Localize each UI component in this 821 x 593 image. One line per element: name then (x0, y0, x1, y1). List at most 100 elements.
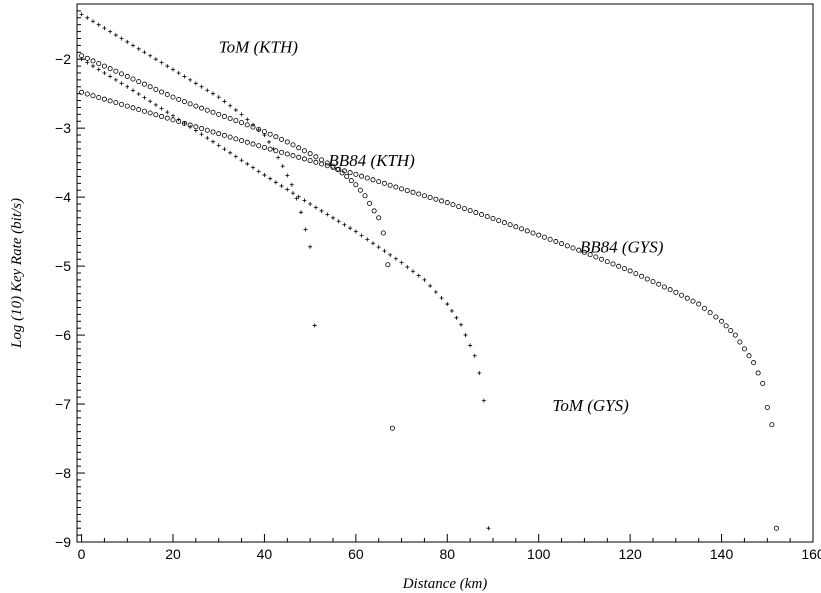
data-point (193, 103, 199, 109)
data-point (353, 171, 359, 177)
data-point (313, 159, 319, 165)
data-point (422, 277, 427, 282)
data-point (387, 182, 393, 188)
data-point (690, 298, 696, 304)
data-point (344, 173, 350, 179)
data-point (467, 208, 473, 214)
data-point (159, 106, 164, 111)
data-point (468, 343, 473, 348)
data-point (348, 178, 354, 184)
data-point (216, 143, 221, 148)
data-point (268, 176, 273, 181)
data-point (411, 269, 415, 274)
data-point (633, 271, 639, 277)
data-point (362, 193, 368, 199)
data-point (449, 308, 454, 313)
data-point (723, 323, 729, 329)
data-point (159, 89, 165, 95)
data-point (164, 115, 170, 121)
data-point (285, 187, 290, 192)
data-point (472, 353, 477, 358)
data-point (228, 103, 233, 108)
data-point (291, 191, 295, 196)
data-point (385, 262, 391, 268)
data-point (131, 43, 135, 48)
data-point (108, 29, 113, 34)
data-point (119, 101, 125, 107)
data-point (359, 233, 364, 238)
data-point (284, 139, 290, 145)
data-point (307, 158, 313, 164)
data-point (330, 163, 336, 169)
data-point (147, 110, 153, 116)
data-point (294, 196, 299, 201)
data-point (210, 129, 216, 135)
data-point (84, 55, 90, 61)
data-point (239, 158, 244, 163)
data-point (376, 215, 382, 221)
x-tick-label: 0 (78, 546, 86, 562)
data-point (85, 60, 90, 65)
data-point (91, 19, 95, 24)
data-point (261, 144, 267, 150)
data-point (296, 194, 301, 199)
data-point (364, 175, 370, 181)
data-point (107, 98, 113, 104)
data-point (393, 256, 398, 261)
data-point (279, 136, 285, 142)
data-point (336, 166, 342, 172)
data-point (136, 92, 141, 97)
data-point (130, 76, 136, 82)
data-point (124, 103, 130, 109)
data-point (171, 67, 175, 72)
data-point (701, 305, 707, 311)
data-point (91, 64, 95, 69)
data-point (165, 64, 170, 69)
data-point (159, 113, 165, 119)
data-point (148, 53, 153, 58)
data-point (119, 36, 124, 41)
data-point (267, 146, 273, 152)
data-point (319, 157, 325, 163)
data-point (760, 380, 766, 386)
data-point (307, 151, 313, 157)
data-point (713, 314, 719, 320)
data-point (656, 281, 662, 287)
y-tick-label: −5 (55, 258, 71, 274)
data-point (325, 212, 330, 217)
data-point (276, 155, 281, 160)
data-point (433, 289, 438, 294)
data-point (348, 226, 353, 231)
data-point (301, 156, 307, 162)
data-point (501, 220, 507, 226)
x-tick-label: 160 (801, 546, 821, 562)
y-tick-label: −4 (55, 189, 71, 205)
data-point (204, 107, 210, 113)
data-point (216, 111, 222, 117)
data-point (102, 70, 107, 75)
data-point (284, 151, 290, 157)
data-point (142, 95, 147, 100)
x-tick-label: 60 (348, 546, 364, 562)
annotation-label: BB84 (GYS) (580, 237, 664, 256)
x-tick-label: 80 (439, 546, 455, 562)
data-point (119, 71, 125, 77)
data-point (279, 183, 284, 188)
data-point (251, 122, 255, 127)
data-point (388, 252, 393, 257)
data-point (367, 200, 373, 206)
data-point (399, 260, 404, 265)
data-point (353, 229, 358, 234)
data-point (227, 115, 233, 121)
data-point (421, 193, 427, 199)
data-point (131, 88, 135, 93)
data-point (244, 139, 250, 145)
data-point (370, 177, 376, 183)
data-point (336, 219, 341, 224)
data-point (599, 256, 605, 262)
data-point (331, 215, 335, 220)
data-point (101, 96, 107, 102)
data-point (746, 353, 752, 359)
data-point (553, 239, 559, 245)
